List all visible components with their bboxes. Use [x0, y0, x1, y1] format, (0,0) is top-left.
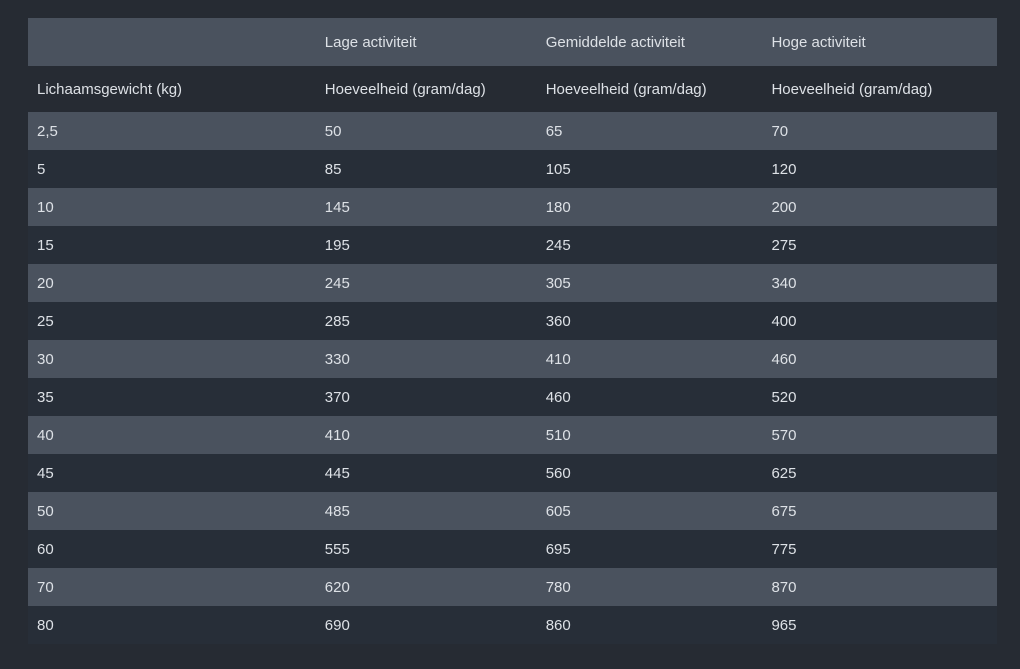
weight-cell: 25 — [37, 312, 54, 330]
medium-activity-cell: 860 — [545, 616, 571, 634]
low-activity-cell: 370 — [324, 388, 350, 406]
medium-activity-cell: 180 — [545, 198, 571, 216]
high-activity-cell: 775 — [771, 540, 797, 558]
medium-activity-cell: 245 — [545, 236, 571, 254]
high-activity-cell: 965 — [771, 616, 797, 634]
table-row: 60 555 695 775 — [28, 530, 997, 568]
unit-header-cell-medium: Hoeveelheid (gram/dag) — [545, 80, 707, 98]
medium-activity-cell: 695 — [545, 540, 571, 558]
high-activity-cell: 675 — [771, 502, 797, 520]
table-row: 20 245 305 340 — [28, 264, 997, 302]
low-activity-cell: 330 — [324, 350, 350, 368]
table-row: 80 690 860 965 — [28, 606, 997, 644]
table-row: 50 485 605 675 — [28, 492, 997, 530]
low-activity-cell: 50 — [324, 122, 342, 140]
activity-header-row: Lage activiteit Gemiddelde activiteit Ho… — [28, 18, 997, 66]
medium-activity-cell: 305 — [545, 274, 571, 292]
high-activity-cell: 625 — [771, 464, 797, 482]
table-row: 10 145 180 200 — [28, 188, 997, 226]
table-row: 30 330 410 460 — [28, 340, 997, 378]
low-activity-cell: 195 — [324, 236, 350, 254]
high-activity-cell: 275 — [771, 236, 797, 254]
medium-activity-cell: 560 — [545, 464, 571, 482]
table-row: 40 410 510 570 — [28, 416, 997, 454]
activity-header-cell-high: Hoge activiteit — [771, 33, 866, 51]
medium-activity-cell: 460 — [545, 388, 571, 406]
table-row: 45 445 560 625 — [28, 454, 997, 492]
low-activity-cell: 145 — [324, 198, 350, 216]
medium-activity-cell: 105 — [545, 160, 571, 178]
low-activity-cell: 285 — [324, 312, 350, 330]
unit-header-cell-high: Hoeveelheid (gram/dag) — [771, 80, 933, 98]
high-activity-cell: 340 — [771, 274, 797, 292]
weight-cell: 20 — [37, 274, 54, 292]
feeding-table-container: Lage activiteit Gemiddelde activiteit Ho… — [28, 18, 997, 644]
unit-header-cell-low: Hoeveelheid (gram/dag) — [324, 80, 486, 98]
weight-cell: 15 — [37, 236, 54, 254]
high-activity-cell: 570 — [771, 426, 797, 444]
medium-activity-cell: 65 — [545, 122, 563, 140]
weight-cell: 60 — [37, 540, 54, 558]
medium-activity-cell: 605 — [545, 502, 571, 520]
weight-cell: 30 — [37, 350, 54, 368]
weight-cell: 45 — [37, 464, 54, 482]
low-activity-cell: 555 — [324, 540, 350, 558]
low-activity-cell: 245 — [324, 274, 350, 292]
low-activity-cell: 485 — [324, 502, 350, 520]
high-activity-cell: 120 — [771, 160, 797, 178]
low-activity-cell: 85 — [324, 160, 342, 178]
table-row: 35 370 460 520 — [28, 378, 997, 416]
weight-cell: 2,5 — [37, 122, 58, 140]
table-row: 70 620 780 870 — [28, 568, 997, 606]
low-activity-cell: 445 — [324, 464, 350, 482]
high-activity-cell: 200 — [771, 198, 797, 216]
unit-header-row: Lichaamsgewicht (kg) Hoeveelheid (gram/d… — [28, 66, 997, 112]
unit-header-cell-weight: Lichaamsgewicht (kg) — [37, 80, 183, 98]
low-activity-cell: 690 — [324, 616, 350, 634]
table-row: 2,5 50 65 70 — [28, 112, 997, 150]
medium-activity-cell: 410 — [545, 350, 571, 368]
weight-cell: 40 — [37, 426, 54, 444]
high-activity-cell: 460 — [771, 350, 797, 368]
activity-header-cell-empty — [28, 18, 316, 66]
table-row: 15 195 245 275 — [28, 226, 997, 264]
weight-cell: 10 — [37, 198, 54, 216]
table-row: 5 85 105 120 — [28, 150, 997, 188]
table-body: 2,5 50 65 70 5 85 105 120 10 145 180 200 15 195 245 275… — [28, 112, 997, 644]
activity-header-cell-medium: Gemiddelde activiteit — [545, 33, 685, 51]
high-activity-cell: 870 — [771, 578, 797, 596]
medium-activity-cell: 780 — [545, 578, 571, 596]
low-activity-cell: 410 — [324, 426, 350, 444]
weight-cell: 5 — [37, 160, 46, 178]
high-activity-cell: 400 — [771, 312, 797, 330]
weight-cell: 80 — [37, 616, 54, 634]
weight-cell: 35 — [37, 388, 54, 406]
weight-cell: 70 — [37, 578, 54, 596]
feeding-table: Lage activiteit Gemiddelde activiteit Ho… — [28, 18, 997, 644]
medium-activity-cell: 360 — [545, 312, 571, 330]
table-row: 25 285 360 400 — [28, 302, 997, 340]
high-activity-cell: 70 — [771, 122, 789, 140]
low-activity-cell: 620 — [324, 578, 350, 596]
activity-header-cell-low: Lage activiteit — [324, 33, 417, 51]
high-activity-cell: 520 — [771, 388, 797, 406]
medium-activity-cell: 510 — [545, 426, 571, 444]
weight-cell: 50 — [37, 502, 54, 520]
